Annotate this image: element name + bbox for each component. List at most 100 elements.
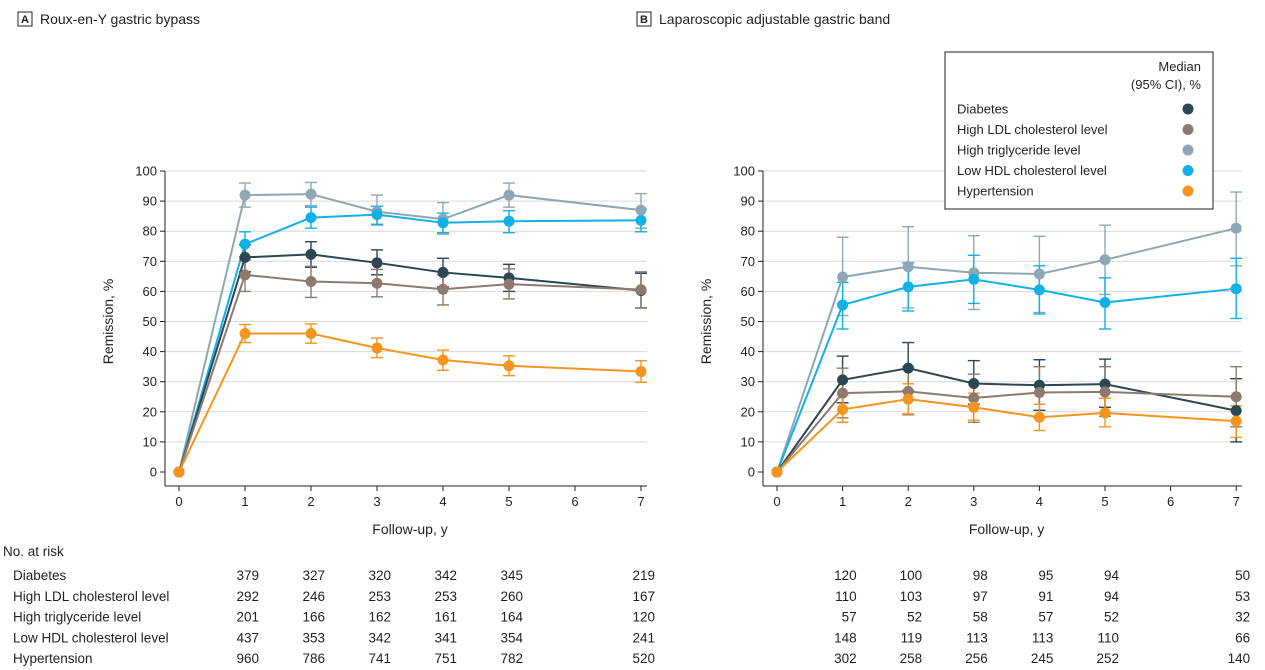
legend: Median (95% CI), % Diabetes High LDL choles… xyxy=(944,51,1214,210)
panel-letter: A xyxy=(21,14,29,26)
at-risk-value: 97 xyxy=(973,589,988,604)
at-risk-value: 94 xyxy=(1104,568,1120,583)
data-point xyxy=(635,214,647,226)
at-risk-value: 162 xyxy=(368,610,391,625)
data-point xyxy=(437,354,449,366)
data-point xyxy=(503,189,515,201)
x-tick-label: 5 xyxy=(505,494,512,509)
at-risk-value: 161 xyxy=(434,610,457,625)
series-line xyxy=(178,273,642,473)
data-point xyxy=(837,374,849,386)
at-risk-row-label: Diabetes xyxy=(13,568,67,583)
legend-entry-label: High LDL cholesterol level xyxy=(957,122,1108,137)
at-risk-value: 345 xyxy=(500,568,523,583)
legend-marker xyxy=(1182,165,1194,176)
data-point xyxy=(635,204,647,216)
y-tick-label: 90 xyxy=(143,194,157,209)
x-tick-label: 3 xyxy=(373,494,380,509)
data-point xyxy=(239,328,251,340)
at-risk-value: 252 xyxy=(1096,651,1119,666)
at-risk-value: 437 xyxy=(236,630,259,645)
at-risk-value: 741 xyxy=(368,651,391,666)
at-risk-row-label: Low HDL cholesterol level xyxy=(13,630,169,645)
at-risk-table: No. at risk Diabetes 379 327 320 342 345 219 120… xyxy=(3,544,1250,666)
at-risk-value: 58 xyxy=(973,610,988,625)
x-axis-label: Follow-up, y xyxy=(969,521,1044,537)
data-point xyxy=(1099,407,1111,419)
data-point xyxy=(239,251,251,263)
data-point xyxy=(239,238,251,250)
y-tick-label: 80 xyxy=(741,224,755,239)
legend-header: (95% CI), % xyxy=(1131,77,1202,92)
data-point xyxy=(503,215,515,227)
y-tick-label: 90 xyxy=(741,194,755,209)
at-risk-value: 246 xyxy=(302,589,325,604)
at-risk-value: 219 xyxy=(632,568,655,583)
at-risk-value: 52 xyxy=(1104,610,1119,625)
at-risk-value: 148 xyxy=(834,630,857,645)
data-point xyxy=(305,275,317,287)
at-risk-value: 140 xyxy=(1228,651,1251,666)
at-risk-value: 50 xyxy=(1235,568,1250,583)
x-tick-label: 6 xyxy=(1167,494,1174,509)
legend-marker xyxy=(1182,124,1194,135)
x-tick-label: 7 xyxy=(637,494,644,509)
panel-letter: B xyxy=(640,14,648,26)
y-tick-label: 100 xyxy=(733,164,755,179)
y-tick-label: 30 xyxy=(143,374,157,389)
data-point xyxy=(1099,378,1111,390)
y-tick-label: 0 xyxy=(150,465,157,480)
data-point xyxy=(371,277,383,289)
data-point xyxy=(1230,415,1242,427)
data-point xyxy=(503,278,515,290)
data-point xyxy=(1230,283,1242,295)
x-tick-label: 2 xyxy=(905,494,912,509)
panel-b: B Laparoscopic adjustable gastric band010… xyxy=(636,11,1243,537)
legend-marker xyxy=(1182,103,1194,115)
data-point xyxy=(837,271,849,283)
at-risk-value: 960 xyxy=(236,651,259,666)
at-risk-value: 91 xyxy=(1038,589,1053,604)
data-point xyxy=(1033,268,1045,280)
data-point xyxy=(305,188,317,200)
at-risk-value: 110 xyxy=(1097,630,1119,645)
at-risk-value: 241 xyxy=(632,630,655,645)
data-point xyxy=(437,217,449,229)
at-risk-value: 57 xyxy=(842,610,857,625)
x-tick-label: 7 xyxy=(1233,494,1240,509)
x-tick-label: 2 xyxy=(307,494,314,509)
at-risk-value: 786 xyxy=(302,651,325,666)
at-risk-row-label: Hypertension xyxy=(13,651,93,666)
legend-entry-label: High triglyceride level xyxy=(957,143,1081,158)
at-risk-value: 66 xyxy=(1235,630,1250,645)
data-point xyxy=(635,365,647,377)
at-risk-value: 32 xyxy=(1235,610,1250,625)
at-risk-value: 341 xyxy=(434,630,457,645)
at-risk-row-label: High triglyceride level xyxy=(13,610,141,625)
data-point xyxy=(371,209,383,221)
legend-entry-label: Diabetes xyxy=(957,102,1009,117)
at-risk-heading: No. at risk xyxy=(3,544,64,559)
data-point xyxy=(1230,391,1242,403)
y-tick-label: 20 xyxy=(143,404,157,419)
at-risk-value: 302 xyxy=(834,651,857,666)
at-risk-value: 253 xyxy=(434,589,457,604)
y-tick-label: 50 xyxy=(741,314,755,329)
at-risk-value: 245 xyxy=(1031,651,1054,666)
data-point xyxy=(1033,284,1045,296)
x-tick-label: 6 xyxy=(571,494,578,509)
data-point xyxy=(239,189,251,201)
at-risk-row-label: High LDL cholesterol level xyxy=(13,589,169,604)
y-tick-label: 10 xyxy=(143,434,157,449)
at-risk-value: 253 xyxy=(368,589,391,604)
at-risk-value: 782 xyxy=(500,651,523,666)
y-tick-label: 70 xyxy=(143,254,157,269)
y-tick-label: 20 xyxy=(741,404,755,419)
at-risk-value: 95 xyxy=(1038,568,1053,583)
series-line xyxy=(178,332,642,473)
data-point xyxy=(1230,405,1242,417)
legend-header: Median xyxy=(1158,59,1201,74)
at-risk-value: 520 xyxy=(632,651,655,666)
data-point xyxy=(902,385,914,397)
y-tick-label: 40 xyxy=(741,344,755,359)
